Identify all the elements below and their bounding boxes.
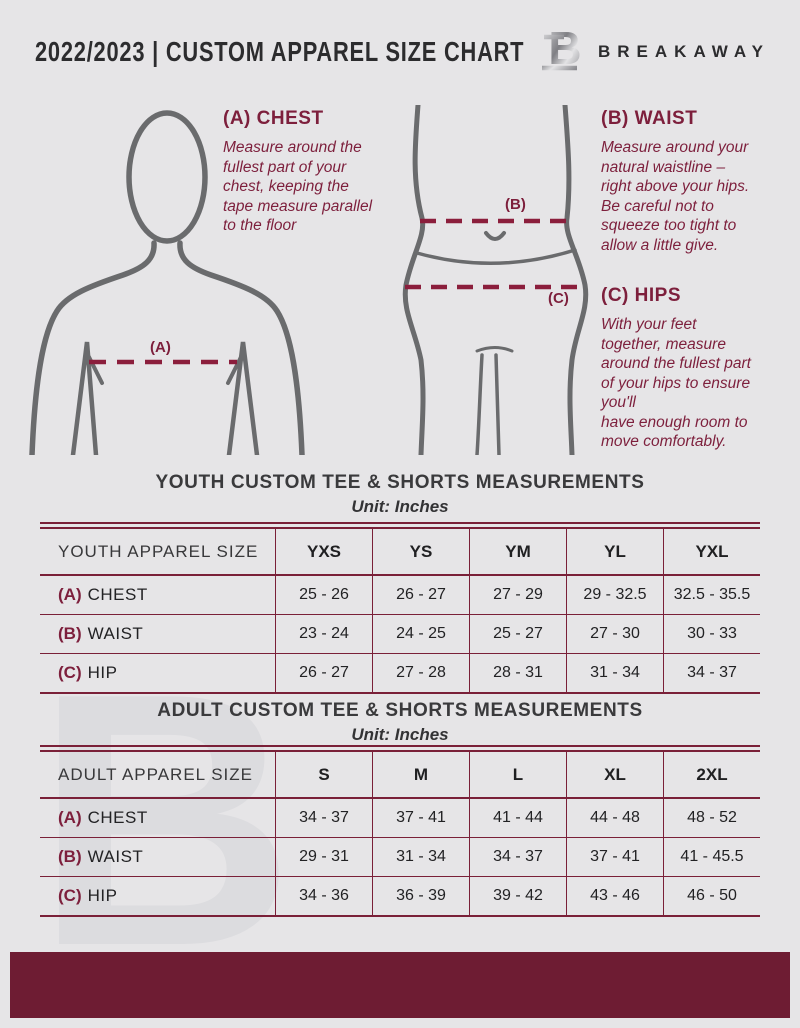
size-cell: 46 - 50: [663, 877, 760, 915]
upper-body-figure: [29, 110, 305, 455]
table-row: (B) WAIST 23 - 24 24 - 25 25 - 27 27 - 3…: [40, 614, 760, 653]
row-key: (B): [58, 847, 82, 866]
column-header: ADULT APPAREL SIZE: [58, 764, 253, 784]
svg-text:B: B: [548, 22, 581, 74]
size-column-header: YM: [469, 529, 566, 574]
row-label: (C) HIP: [40, 877, 275, 915]
row-label: (A) CHEST: [40, 576, 275, 614]
size-cell: 37 - 41: [566, 838, 663, 876]
table-row: (A) CHEST 34 - 37 37 - 41 41 - 44 44 - 4…: [40, 799, 760, 837]
table-row: (C) HIP 26 - 27 27 - 28 28 - 31 31 - 34 …: [40, 653, 760, 694]
row-key: (C): [58, 663, 82, 682]
size-cell: 41 - 45.5: [663, 838, 760, 876]
size-column-header: 2XL: [663, 752, 760, 797]
size-cell: 23 - 24: [275, 615, 372, 653]
table-top-rule: [40, 522, 760, 524]
size-column-header: YXL: [663, 529, 760, 574]
size-cell: 24 - 25: [372, 615, 469, 653]
waist-description: Measure around your natural waistline – …: [601, 139, 750, 254]
page-title: 2022/2023 | CUSTOM APPAREL SIZE CHART: [35, 36, 525, 67]
column-header: YOUTH APPAREL SIZE: [58, 541, 259, 561]
size-cell: 48 - 52: [663, 799, 760, 837]
size-column-header: M: [372, 752, 469, 797]
row-key: (A): [58, 585, 82, 604]
size-cell: 37 - 41: [372, 799, 469, 837]
size-cell: 39 - 42: [469, 877, 566, 915]
size-column-header: S: [275, 752, 372, 797]
size-column-header: YS: [372, 529, 469, 574]
size-cell: 30 - 33: [663, 615, 760, 653]
adult-section-subtitle: Unit: Inches: [351, 725, 449, 744]
row-key: (B): [58, 624, 82, 643]
size-cell: 31 - 34: [566, 654, 663, 692]
size-cell: 32.5 - 35.5: [663, 576, 760, 614]
size-cell: 34 - 37: [663, 654, 760, 692]
size-cell: 31 - 34: [372, 838, 469, 876]
size-column-header: L: [469, 752, 566, 797]
size-cell: 29 - 32.5: [566, 576, 663, 614]
table-header-row: YOUTH APPAREL SIZE YXS YS YM YL YXL: [40, 529, 760, 576]
table-row: (C) HIP 34 - 36 36 - 39 39 - 42 43 - 46 …: [40, 876, 760, 917]
table-row: (A) CHEST 25 - 26 26 - 27 27 - 29 29 - 3…: [40, 576, 760, 614]
size-cell: 36 - 39: [372, 877, 469, 915]
size-cell: 34 - 37: [469, 838, 566, 876]
size-cell: 27 - 29: [469, 576, 566, 614]
row-name: CHEST: [87, 585, 148, 604]
row-label: (B) WAIST: [40, 838, 275, 876]
row-name: WAIST: [87, 847, 144, 866]
size-column-header: XL: [566, 752, 663, 797]
size-column-header: YL: [566, 529, 663, 574]
row-key: (A): [58, 808, 82, 827]
size-cell: 25 - 26: [275, 576, 372, 614]
size-cell: 27 - 30: [566, 615, 663, 653]
row-label: (C) HIP: [40, 654, 275, 692]
size-cell: 26 - 27: [372, 576, 469, 614]
youth-size-table: YOUTH APPAREL SIZE YXS YS YM YL YXL (A) …: [40, 522, 760, 694]
hips-heading: (C) HIPS: [601, 285, 681, 306]
row-name: WAIST: [87, 624, 144, 643]
lower-body-figure: [402, 105, 589, 455]
waist-marker-label: (B): [505, 196, 526, 213]
chest-heading: (A) CHEST: [223, 108, 324, 129]
size-cell: 44 - 48: [566, 799, 663, 837]
size-cell: 25 - 27: [469, 615, 566, 653]
footer-bar: [10, 952, 790, 1018]
row-name: CHEST: [87, 808, 148, 827]
size-cell: 34 - 36: [275, 877, 372, 915]
row-name: HIP: [87, 663, 118, 682]
chest-marker-label: (A): [150, 339, 171, 356]
watermark-letter: B: [35, 619, 295, 1021]
hips-description: With your feet together, measure around …: [601, 316, 751, 450]
youth-section-title: YOUTH CUSTOM TEE & SHORTS MEASUREMENTS: [155, 472, 645, 493]
size-cell: 27 - 28: [372, 654, 469, 692]
row-label: (A) CHEST: [40, 799, 275, 837]
youth-section-subtitle: Unit: Inches: [351, 497, 449, 516]
breakaway-logo-icon: B: [541, 22, 585, 81]
waist-heading: (B) WAIST: [601, 108, 698, 129]
adult-section-title: ADULT CUSTOM TEE & SHORTS MEASUREMENTS: [157, 700, 643, 721]
size-cell: 29 - 31: [275, 838, 372, 876]
size-cell: 41 - 44: [469, 799, 566, 837]
adult-size-table: ADULT APPAREL SIZE S M L XL 2XL (A) CHES…: [40, 745, 760, 917]
size-column-header: YXS: [275, 529, 372, 574]
table-header-row: ADULT APPAREL SIZE S M L XL 2XL: [40, 752, 760, 799]
row-key: (C): [58, 886, 82, 905]
row-label: (B) WAIST: [40, 615, 275, 653]
size-cell: 34 - 37: [275, 799, 372, 837]
size-cell: 26 - 27: [275, 654, 372, 692]
size-cell: 43 - 46: [566, 877, 663, 915]
table-top-rule: [40, 745, 760, 747]
brand-logo: B BREAKAWAY: [541, 22, 770, 81]
hip-marker-label: (C): [548, 290, 569, 307]
table-row: (B) WAIST 29 - 31 31 - 34 34 - 37 37 - 4…: [40, 837, 760, 876]
size-cell: 28 - 31: [469, 654, 566, 692]
row-name: HIP: [87, 886, 118, 905]
chest-description: Measure around the fullest part of your …: [223, 139, 373, 234]
brand-name: BREAKAWAY: [598, 41, 770, 61]
